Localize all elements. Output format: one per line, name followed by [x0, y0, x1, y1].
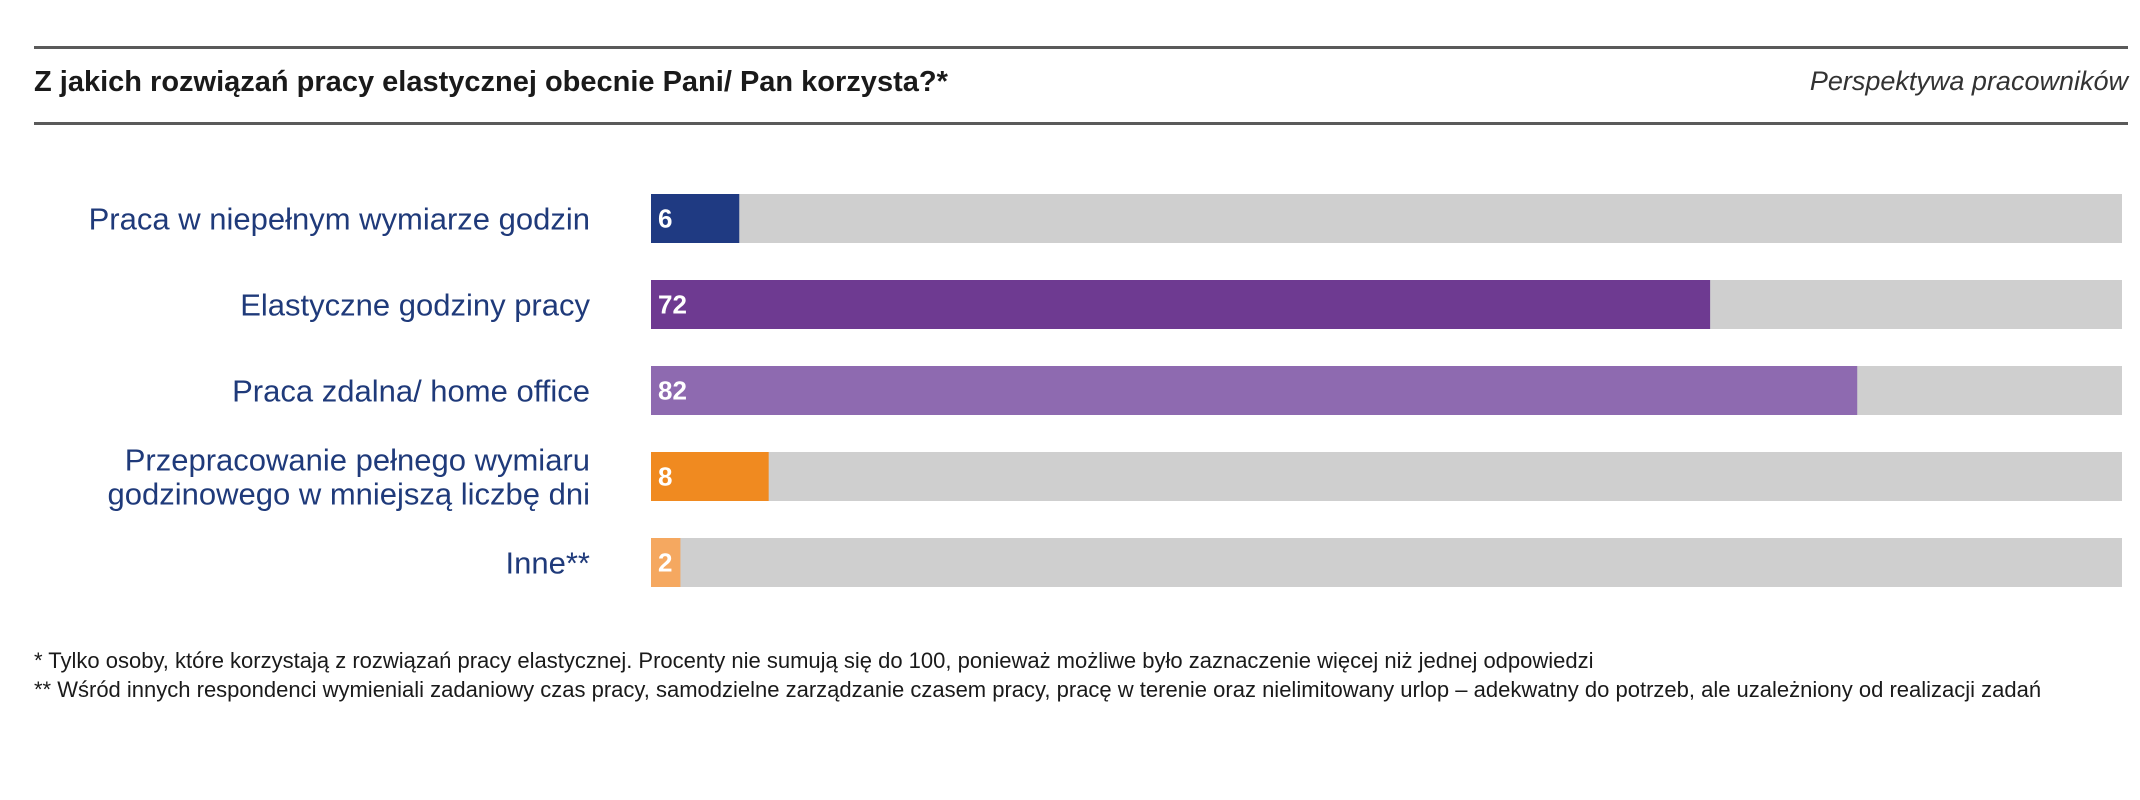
chart-subtitle: Perspektywa pracowników	[1809, 66, 2128, 96]
bar-value-label: 82	[658, 376, 687, 406]
bar	[651, 452, 769, 501]
category-label: Inne**	[506, 546, 590, 581]
header-rule-bottom	[34, 122, 2128, 125]
footnote-1: * Tylko osoby, które korzystają z rozwią…	[34, 648, 1594, 673]
bar-chart: 6 Praca w niepełnym wymiarze godzin 72 Elas…	[89, 194, 2122, 587]
header-rule-top	[34, 46, 2128, 49]
category-label: Przepracowanie pełnego wymiaru	[125, 443, 590, 478]
bar-value-label: 6	[658, 204, 672, 234]
category-label: godzinowego w mniejszą liczbę dni	[108, 477, 590, 512]
footnote-2: ** Wśród innych respondenci wymieniali z…	[34, 677, 2042, 702]
category-label: Praca w niepełnym wymiarze godzin	[89, 202, 590, 237]
bar-track	[651, 538, 2122, 587]
bar-track	[651, 194, 2122, 243]
bar-value-label: 8	[658, 462, 672, 492]
bar-track	[651, 452, 2122, 501]
category-label: Praca zdalna/ home office	[232, 374, 590, 409]
bar	[651, 366, 1858, 415]
chart-title: Z jakich rozwiązań pracy elastycznej obe…	[34, 66, 948, 98]
bar-value-label: 2	[658, 548, 672, 578]
bar	[651, 280, 1711, 329]
footnotes: * Tylko osoby, które korzystają z rozwią…	[34, 646, 2124, 704]
category-label: Elastyczne godziny pracy	[240, 288, 590, 323]
bar-value-label: 72	[658, 290, 687, 320]
bar	[651, 194, 740, 243]
bar	[651, 538, 681, 587]
